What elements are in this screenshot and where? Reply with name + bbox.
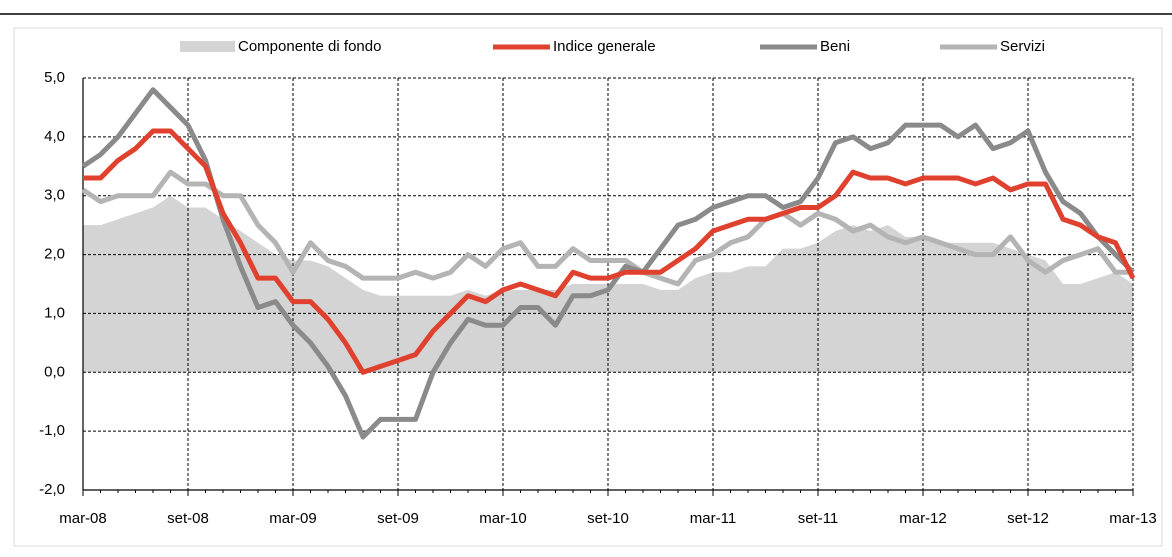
- line: [81, 87, 1135, 440]
- x-tick-label: mar-12: [899, 510, 947, 527]
- x-tick-label: mar-10: [479, 510, 527, 527]
- x-tick-label: mar-09: [269, 510, 317, 527]
- legend-swatch: [180, 41, 235, 52]
- legend-label: Servizi: [1000, 38, 1045, 55]
- legend-label: Componente di fondo: [238, 38, 381, 55]
- x-tick-label: set-08: [167, 510, 209, 527]
- legend-label: Indice generale: [553, 38, 656, 55]
- y-tick-label: 1,0: [44, 304, 65, 321]
- x-tick-label: set-11: [798, 510, 839, 527]
- y-tick-label: -1,0: [39, 422, 65, 439]
- y-tick-label: 0,0: [44, 363, 65, 380]
- line: [83, 128, 1136, 375]
- line: [81, 169, 1133, 287]
- y-tick-label: 3,0: [44, 187, 65, 204]
- y-tick-label: -2,0: [39, 481, 65, 498]
- chart-frame: [13, 27, 1163, 547]
- y-tick-label: 4,0: [44, 128, 65, 145]
- y-tick-label: 5,0: [44, 69, 65, 86]
- legend-label: Beni: [820, 38, 850, 55]
- x-tick-label: set-12: [1007, 510, 1049, 527]
- x-tick-label: mar-11: [690, 510, 736, 527]
- x-tick-label: set-09: [377, 510, 419, 527]
- x-tick-label: set-10: [587, 510, 629, 527]
- x-tick-label: mar-13: [1109, 510, 1157, 527]
- x-tick-label: mar-08: [59, 510, 107, 527]
- y-tick-label: 2,0: [44, 246, 65, 263]
